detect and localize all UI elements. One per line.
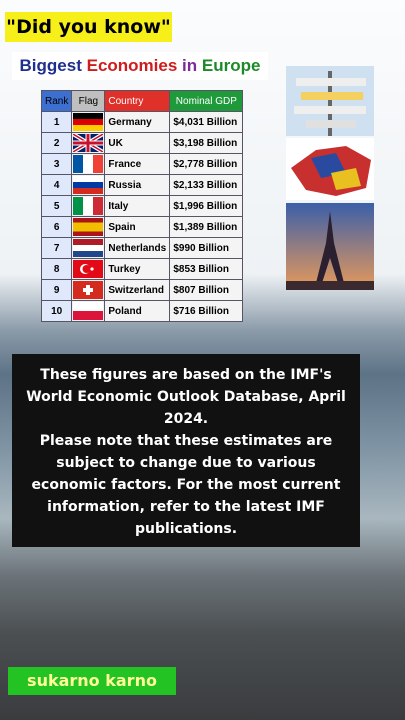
rank: 10 — [40, 300, 73, 322]
column-header: Rank — [40, 90, 73, 112]
flag — [71, 132, 106, 154]
gdp: $716 Billion — [169, 300, 244, 322]
column-header: Country — [104, 90, 171, 112]
country: Turkey — [104, 258, 171, 280]
flag-icon — [73, 218, 104, 236]
country: Netherlands — [104, 237, 171, 259]
flag — [71, 300, 106, 322]
title-word: Economies — [86, 56, 178, 75]
country: Poland — [104, 300, 171, 322]
table-row: 6 Spain $1,389 Billion — [40, 216, 244, 238]
table-row: 3 France $2,778 Billion — [40, 153, 244, 175]
rank: 8 — [40, 258, 73, 280]
country: Italy — [104, 195, 171, 217]
flag — [71, 258, 106, 280]
flag — [71, 111, 106, 133]
rank: 5 — [40, 195, 73, 217]
flag — [71, 237, 106, 259]
rank: 6 — [40, 216, 73, 238]
country: Russia — [104, 174, 171, 196]
flags-map-photo — [286, 138, 374, 200]
flag — [71, 279, 106, 301]
table-row: 7 Netherlands $990 Billion — [40, 237, 244, 259]
badge: "Did you know" — [5, 12, 172, 42]
note: These figures are based on the IMF's Wor… — [12, 354, 360, 547]
title-word: in — [182, 56, 198, 75]
table-row: 4 Russia $2,133 Billion — [40, 174, 244, 196]
title-word: Europe — [201, 56, 261, 75]
column-header: Nominal GDP — [169, 90, 244, 112]
author: sukarno karno — [8, 667, 176, 695]
signpost-photo — [286, 66, 374, 136]
flag — [71, 216, 106, 238]
gdp: $3,198 Billion — [169, 132, 244, 154]
flag — [71, 174, 106, 196]
gdp: $2,778 Billion — [169, 153, 244, 175]
note-paragraph: Please note that these estimates are sub… — [31, 433, 341, 537]
table-row: 2 UK $3,198 Billion — [40, 132, 244, 154]
gdp: $807 Billion — [169, 279, 244, 301]
flag-icon — [73, 260, 104, 278]
title: Biggest Economies in Europe — [12, 52, 268, 80]
rank: 9 — [40, 279, 73, 301]
header-row: Rank Flag Country Nominal GDP — [40, 90, 244, 112]
rank: 2 — [40, 132, 73, 154]
country: Switzerland — [104, 279, 171, 301]
flag-icon — [73, 239, 104, 257]
table-row: 10 Poland $716 Billion — [40, 300, 244, 322]
flag-icon — [73, 134, 104, 152]
rank: 1 — [40, 111, 73, 133]
rank: 4 — [40, 174, 73, 196]
rank: 3 — [40, 153, 73, 175]
flag — [71, 195, 106, 217]
flag-icon — [73, 113, 104, 131]
table: Rank Flag Country Nominal GDP 1 Germany $4… — [40, 90, 244, 322]
country: UK — [104, 132, 171, 154]
flag-icon — [73, 176, 104, 194]
flag-icon — [73, 302, 104, 320]
flag-icon — [73, 281, 104, 299]
title-word: Biggest — [19, 56, 82, 75]
table-row: 8 Turkey $853 Billion — [40, 258, 244, 280]
table-row: 9 Switzerland $807 Billion — [40, 279, 244, 301]
table-row: 5 Italy $1,996 Billion — [40, 195, 244, 217]
flag-icon — [73, 155, 104, 173]
column-header: Flag — [71, 90, 106, 112]
eiffel-photo — [286, 203, 374, 290]
flag-icon — [73, 197, 104, 215]
gdp: $4,031 Billion — [169, 111, 244, 133]
gdp: $1,389 Billion — [169, 216, 244, 238]
table-row: 1 Germany $4,031 Billion — [40, 111, 244, 133]
country: France — [104, 153, 171, 175]
rank: 7 — [40, 237, 73, 259]
gdp: $990 Billion — [169, 237, 244, 259]
country: Germany — [104, 111, 171, 133]
gdp: $853 Billion — [169, 258, 244, 280]
note-paragraph: These figures are based on the IMF's Wor… — [26, 367, 346, 427]
flag — [71, 153, 106, 175]
gdp: $2,133 Billion — [169, 174, 244, 196]
gdp: $1,996 Billion — [169, 195, 244, 217]
country: Spain — [104, 216, 171, 238]
